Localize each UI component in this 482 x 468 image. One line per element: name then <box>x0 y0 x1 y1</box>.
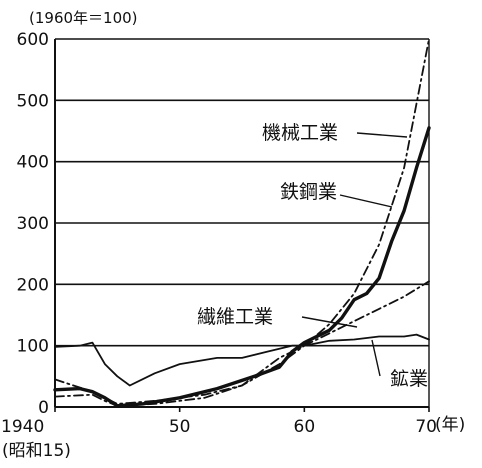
series-line-2 <box>53 126 431 408</box>
y-tick-label: 400 <box>17 153 49 173</box>
y-tick-label: 0 <box>38 398 49 418</box>
series-label: 繊維工業 <box>197 306 273 328</box>
x-tick-label: 70 <box>415 417 437 437</box>
y-tick-label: 100 <box>17 337 49 357</box>
series-label-leader <box>339 194 393 208</box>
series-label-leader <box>301 316 358 328</box>
y-unit-label: (1960年＝100) <box>29 9 138 27</box>
series-label: 鉄鋼業 <box>280 181 337 203</box>
series-label-leader <box>371 339 381 377</box>
series-label: 機械工業 <box>262 122 338 144</box>
x-sub-label: (昭和15) <box>2 441 71 461</box>
y-tick-label: 300 <box>17 214 49 234</box>
series-label: 鉱業 <box>390 368 428 390</box>
x-tick-label: 1940 <box>1 417 44 437</box>
x-unit-label: (年) <box>435 415 465 435</box>
gridlines <box>55 38 429 347</box>
y-tick-label: 200 <box>17 275 49 295</box>
series-lines <box>53 38 431 408</box>
axes <box>54 39 430 412</box>
series-line-1 <box>54 38 430 405</box>
x-tick-label: 60 <box>294 417 316 437</box>
x-tick-label: 50 <box>169 417 191 437</box>
series-line-3 <box>54 280 430 407</box>
series-label-leader <box>356 132 408 138</box>
y-tick-label: 600 <box>17 30 49 50</box>
y-tick-label: 500 <box>17 91 49 111</box>
tick-labels: 0 100 200 300 400 500 600 1940 50 60 70 <box>1 30 437 437</box>
series-line-4 <box>54 333 430 387</box>
